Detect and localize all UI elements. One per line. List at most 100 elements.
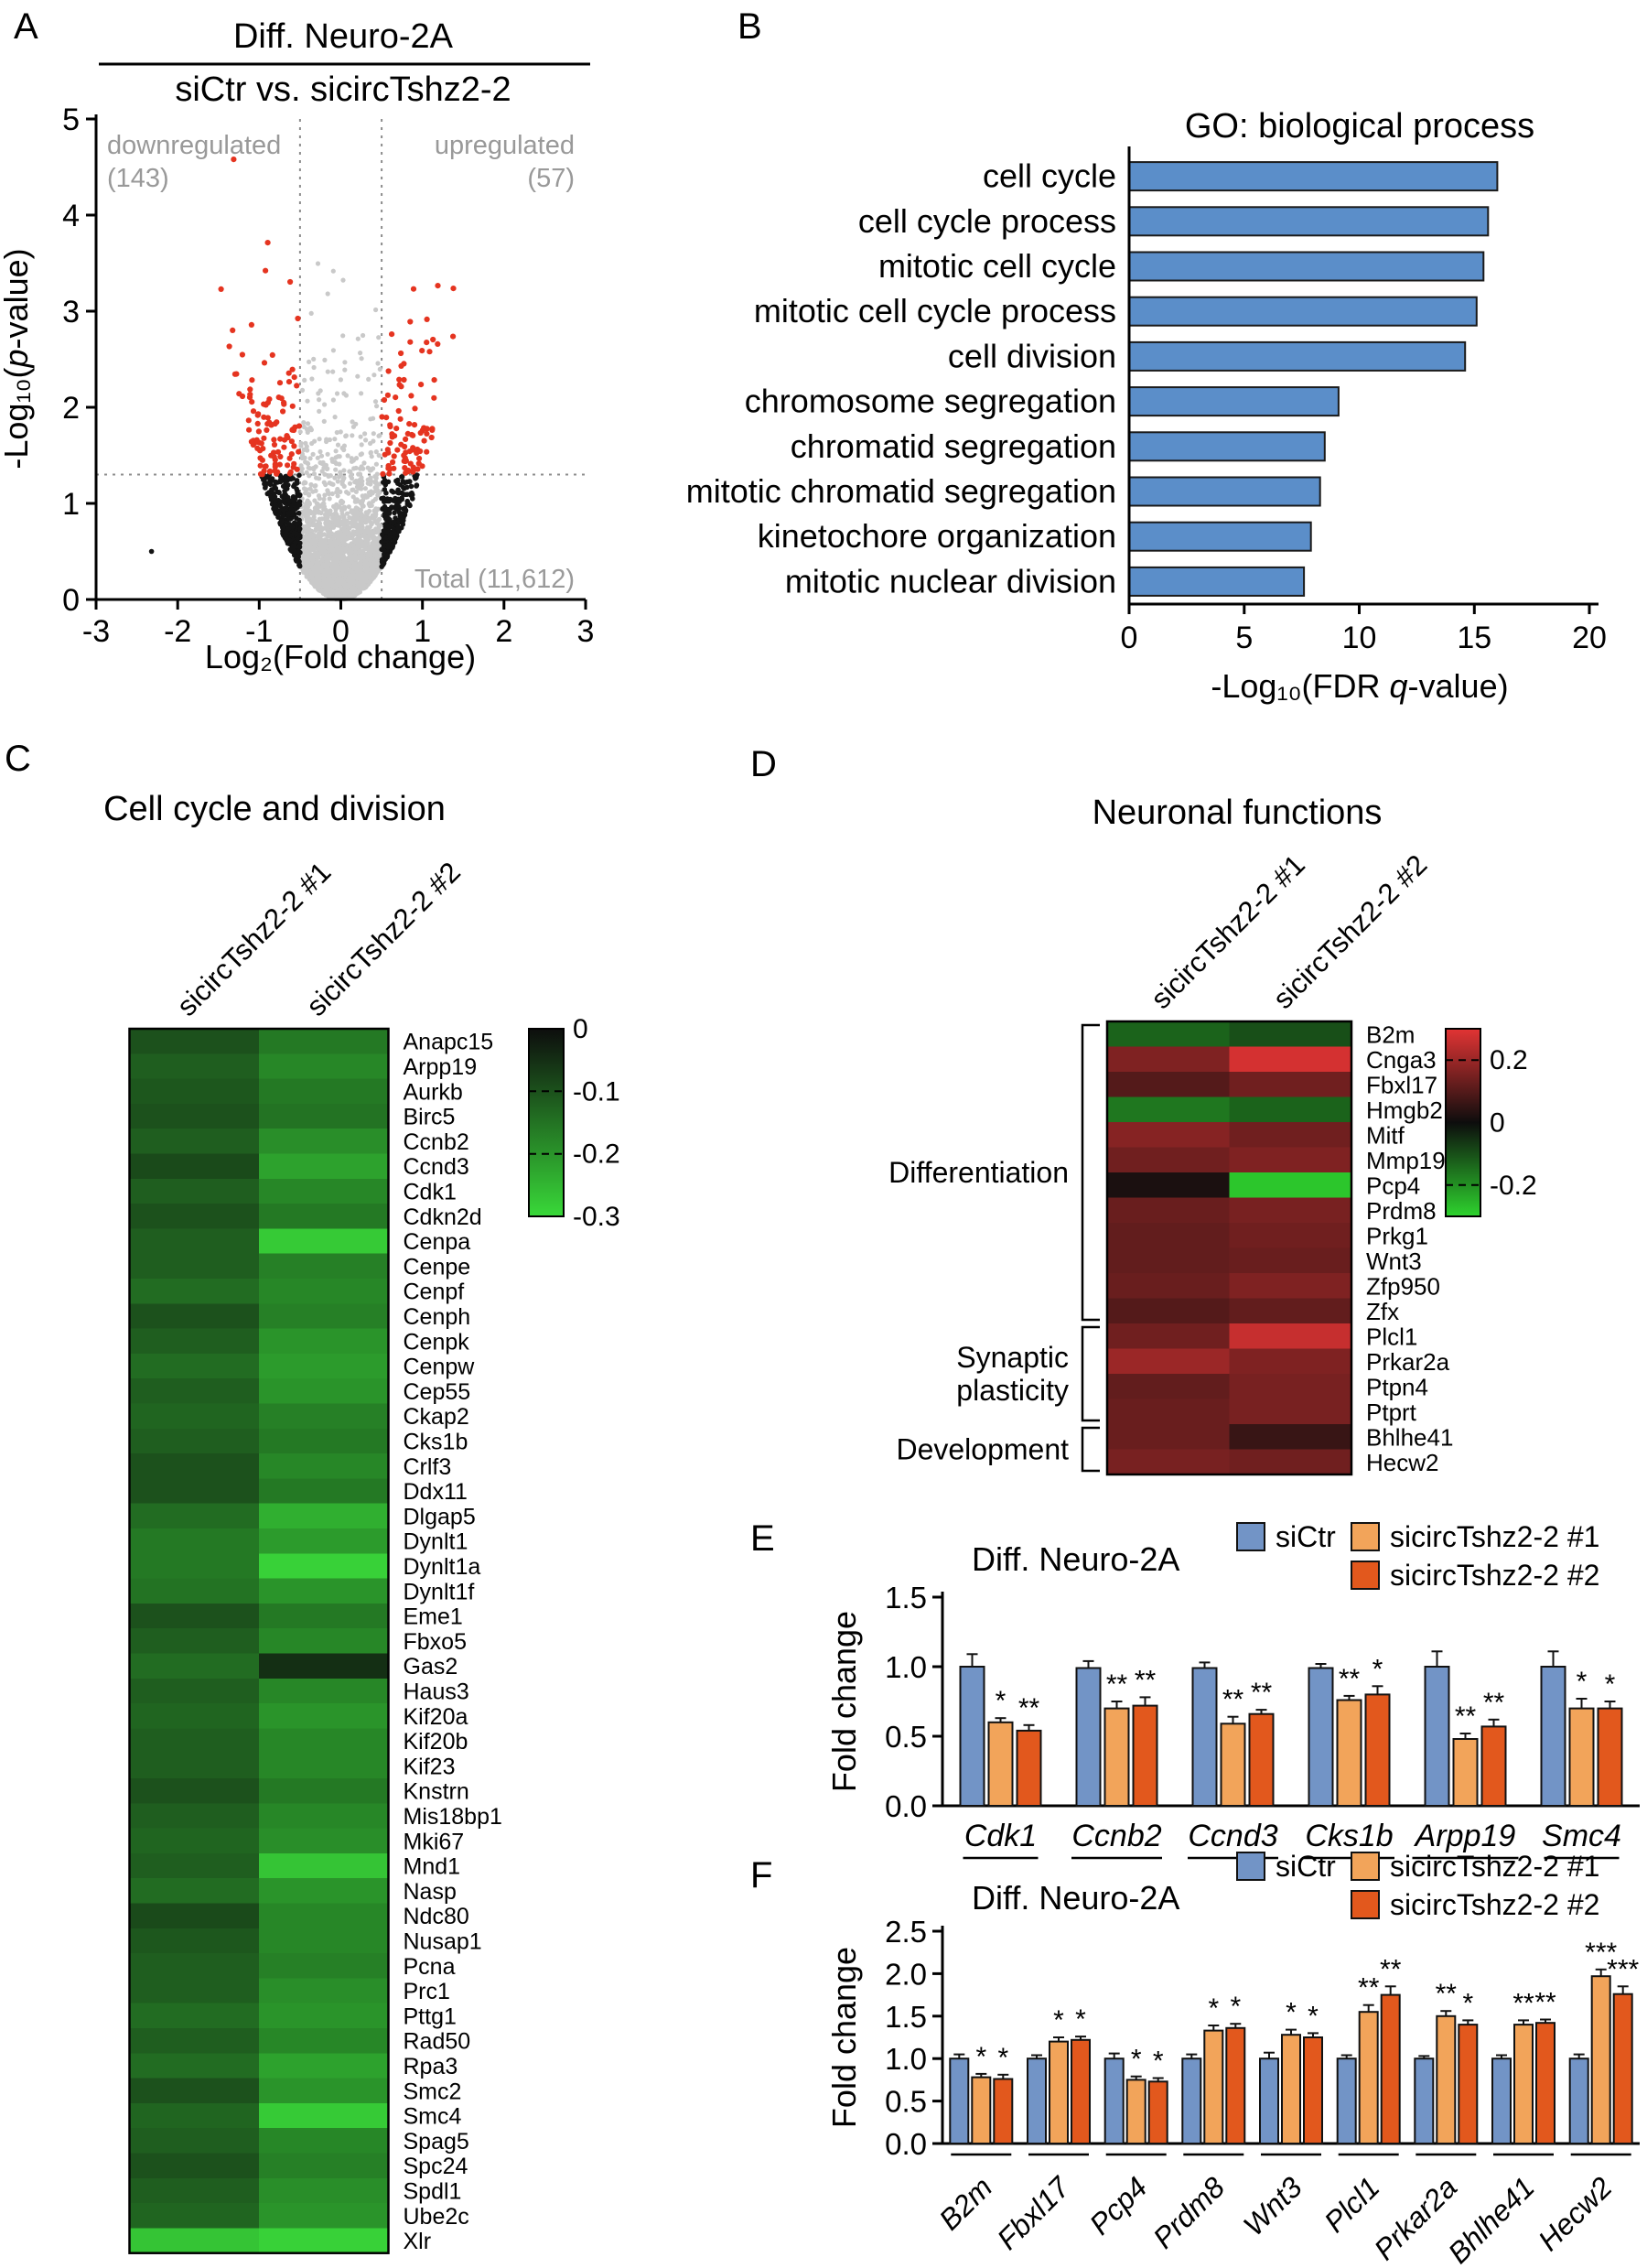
c-gene-label: Fbxo5 (404, 1629, 467, 1655)
a-point-ns (325, 451, 330, 457)
c-heatmap-cell (259, 1603, 389, 1629)
c-gene-label: Cenph (404, 1304, 471, 1330)
f-bar (1259, 2057, 1279, 2144)
e-bar (1308, 1667, 1334, 1807)
a-point-ns (339, 508, 345, 513)
c-gene-label: Xlr (404, 2229, 432, 2254)
e-category-label: Ccnb2 (1071, 1819, 1161, 1853)
a-point-fc_only (408, 483, 414, 490)
c-heatmap-cell (129, 1078, 259, 1105)
f-significance-stars: ** (1512, 1988, 1534, 2018)
a-point-sig (417, 429, 424, 437)
d-heatmap-cell (1107, 1122, 1230, 1149)
a-point-ns (339, 547, 344, 553)
a-point-ns (312, 582, 318, 589)
a-point-sig (398, 350, 404, 357)
c-heatmap-cell (129, 1153, 259, 1180)
a-point-ns (367, 529, 372, 535)
d-gene-label: Prdm8 (1366, 1197, 1437, 1225)
a-point-ns (321, 418, 327, 424)
a-point-ns (330, 348, 336, 353)
a-point-ns (298, 443, 304, 448)
a-point-fc_only (395, 496, 402, 502)
a-point-sig (263, 402, 269, 408)
a-point-ns (318, 453, 325, 459)
c-gene-label: Nasp (404, 1879, 457, 1905)
e-bar (959, 1666, 985, 1807)
a-point-ns (347, 593, 352, 599)
e-legend-label: sicircTshz2-2 #1 (1390, 1520, 1599, 1553)
a-point-ns (338, 489, 343, 495)
a-point-fc_only (406, 479, 413, 484)
c-heatmap-cell (259, 1204, 389, 1229)
c-gene-label: Ccnb2 (404, 1129, 469, 1155)
a-point-sig (406, 421, 413, 427)
c-heatmap-cell (129, 2102, 259, 2129)
a-point-ns (327, 568, 332, 574)
d-heatmap-cell (1107, 1424, 1230, 1451)
f-significance-stars: * (1230, 1992, 1241, 2022)
a-point-ns (368, 450, 373, 456)
a-point-sig (261, 360, 268, 366)
f-bar (1380, 1993, 1401, 2145)
f-bar (1027, 2057, 1047, 2144)
d-gene-label: Wnt3 (1366, 1247, 1422, 1275)
a-point-fc_only (383, 514, 390, 520)
a-point-ns (349, 508, 354, 513)
a-point-ns (339, 498, 344, 503)
a-point-ns (302, 455, 307, 460)
a-point-sig (387, 422, 393, 428)
a-point-fc_only (296, 492, 303, 499)
a-point-sig (294, 383, 300, 389)
a-point-ns (356, 542, 361, 547)
a-point-ns (341, 468, 347, 473)
a-point-ns (363, 437, 369, 443)
f-significance-stars: ** (1380, 1954, 1402, 1984)
c-gene-label: Eme1 (404, 1604, 463, 1630)
c-heatmap-cell (129, 1503, 259, 1529)
a-point-fc_only (393, 506, 400, 513)
a-point-ns (328, 547, 333, 553)
a-point-fc_only (383, 529, 390, 535)
a-point-ns (319, 556, 325, 563)
a-point-ns (301, 486, 307, 491)
a-point-ns (353, 564, 359, 569)
a-point-fc_only (387, 519, 393, 524)
b-category-label: kinetochore organization (758, 517, 1116, 555)
a-point-sig (285, 370, 292, 376)
a-x-tick-label: -2 (164, 614, 191, 649)
a-point-sig (385, 464, 392, 471)
c-heatmap-cell (259, 2028, 389, 2054)
f-legend-swatch (1236, 1852, 1265, 1881)
e-category-label: Cdk1 (964, 1819, 1037, 1853)
a-point-ns (304, 571, 309, 577)
a-y-axis-label-pre: -Log₁₀( (0, 367, 35, 469)
a-point-ns (317, 397, 322, 403)
f-category-label: Hecw2 (1532, 2170, 1619, 2257)
e-bar (1540, 1666, 1566, 1807)
b-bar (1128, 431, 1326, 462)
a-x-tick-label: -1 (245, 614, 273, 649)
a-point-sig (249, 399, 255, 405)
a-point-ns (335, 523, 340, 528)
a-point-ns (339, 586, 344, 592)
a-point-fc_only (284, 486, 290, 491)
a-point-ns (361, 573, 367, 578)
c-heatmap-cell (259, 1528, 389, 1554)
a-point-sig (288, 451, 295, 458)
a-point-ns (335, 563, 340, 568)
c-heatmap-cell (259, 1303, 389, 1330)
c-heatmap-cell (129, 1129, 259, 1155)
c-heatmap-cell (129, 1428, 259, 1454)
e-legend-swatch (1351, 1522, 1380, 1551)
f-significance-stars: * (1208, 1993, 1219, 2024)
c-heatmap-cell (129, 2028, 259, 2054)
f-bar (1103, 2057, 1125, 2144)
d-group-label: plasticity (956, 1374, 1069, 1407)
d-colorbar-tick-label: 0 (1490, 1108, 1505, 1139)
d-heatmap-cell (1229, 1046, 1351, 1073)
a-point-ns (349, 475, 355, 481)
a-point-ns (330, 540, 336, 545)
a-point-ns (361, 513, 367, 519)
a-point-ns (312, 511, 318, 516)
